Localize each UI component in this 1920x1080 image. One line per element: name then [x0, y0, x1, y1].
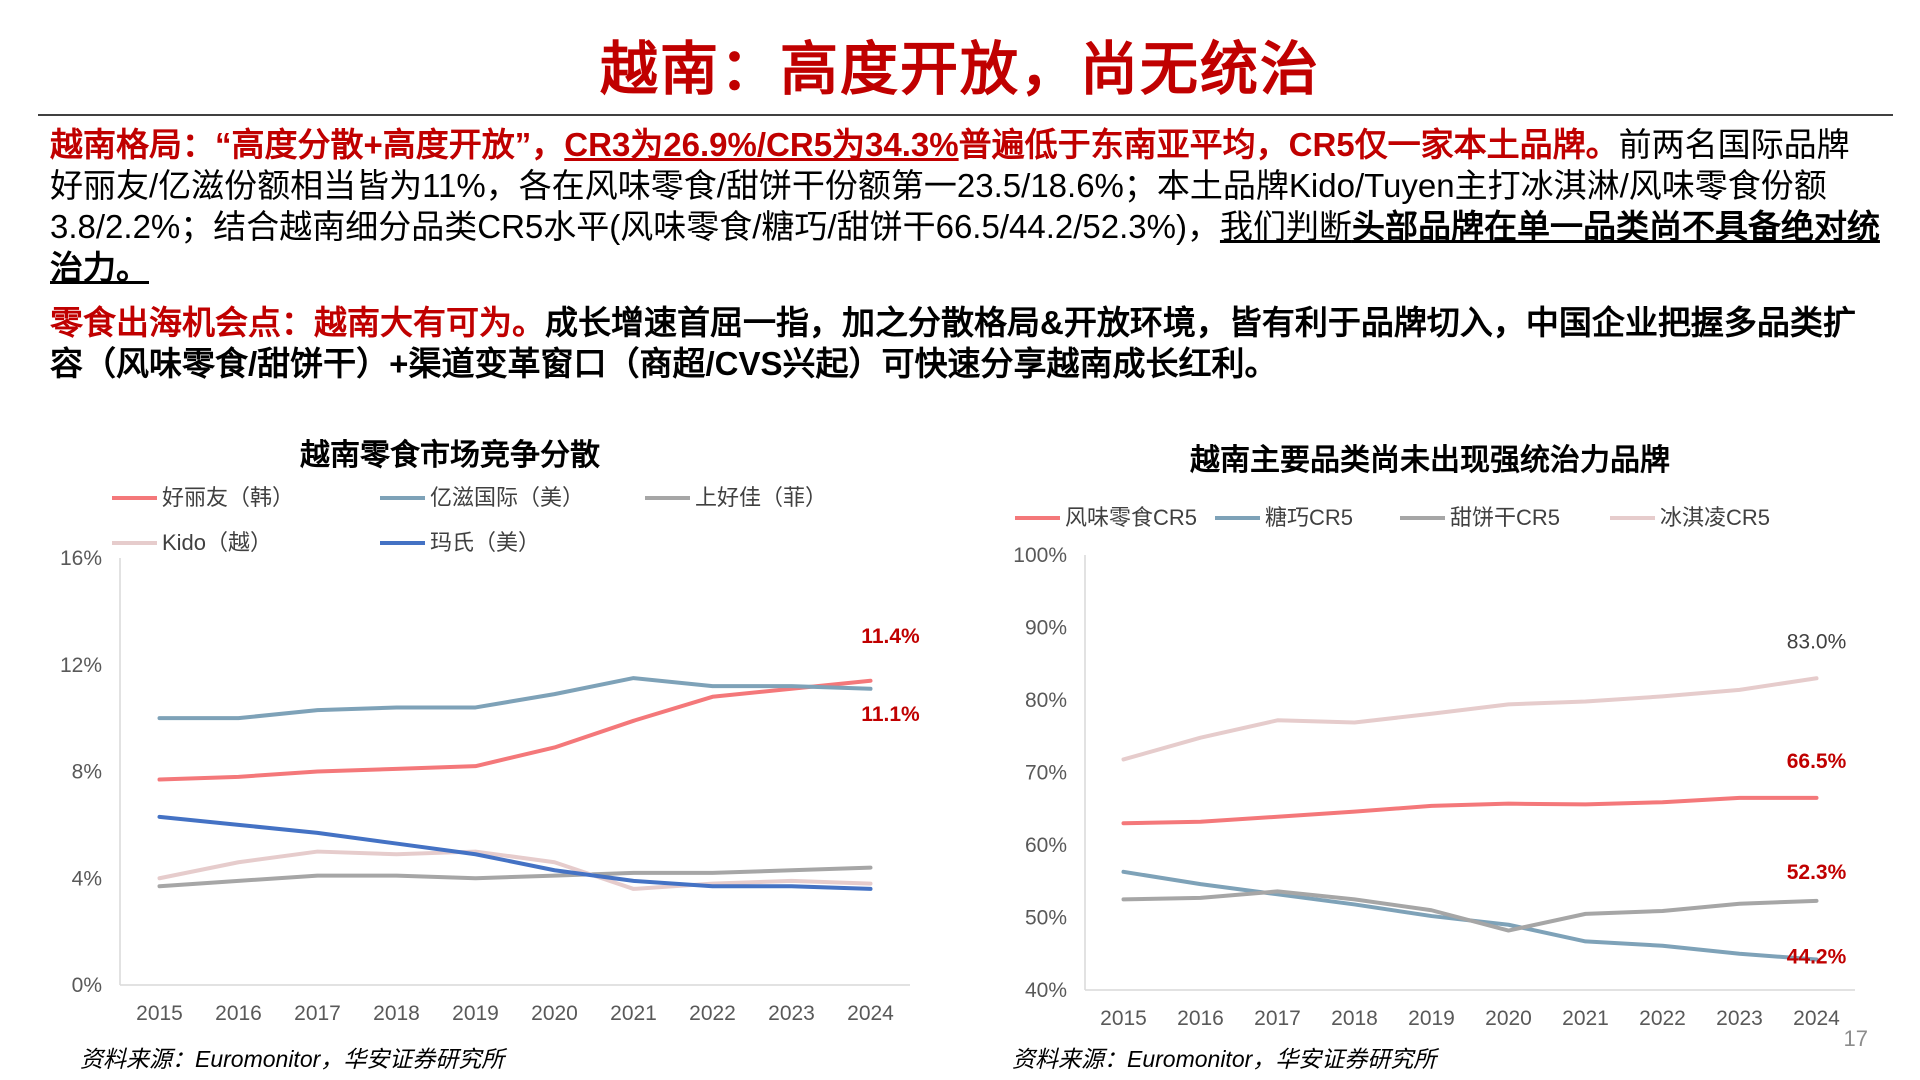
x-tick-label: 2017	[1254, 1007, 1301, 1030]
x-tick-label: 2022	[689, 1002, 736, 1025]
slide-title: 越南：高度开放，尚无统治	[599, 37, 1320, 102]
data-label: 44.2%	[1787, 946, 1847, 969]
x-tick-label: 2024	[1793, 1007, 1840, 1030]
x-tick-label: 2016	[215, 1002, 262, 1025]
x-tick-label: 2024	[847, 1002, 894, 1025]
y-tick-label: 50%	[1025, 907, 1067, 930]
x-tick-label: 2020	[1485, 1007, 1532, 1030]
series-line	[157, 814, 873, 891]
x-tick-label: 2021	[610, 1002, 657, 1025]
data-label: 52.3%	[1787, 861, 1847, 884]
chart-title: 越南主要品类尚未出现强统治力品牌	[1190, 443, 1670, 477]
page-number: 17	[1843, 1026, 1868, 1051]
opportunity-lead: 零食出海机会点：越南大有可为。	[50, 304, 545, 341]
x-tick-label: 2021	[1562, 1007, 1609, 1030]
data-label: 66.5%	[1787, 750, 1847, 773]
x-tick-label: 2020	[531, 1002, 578, 1025]
series-line	[1121, 676, 1819, 762]
chart-left-competition: 越南零食市场竞争分散 好丽友（韩） 亿滋国际（美） 上好佳（菲） Kido（越） 玛氏（美…	[40, 430, 940, 1030]
x-tick-label: 2022	[1639, 1007, 1686, 1030]
x-tick-label: 2016	[1177, 1007, 1224, 1030]
x-tick-label: 2017	[294, 1002, 341, 1025]
paragraph-opportunity: 零食出海机会点：越南大有可为。成长增速首屈一指，加之分散格局&开放环境，皆有利于…	[50, 302, 1880, 384]
series-line	[157, 849, 873, 891]
legend-entry: 冰淇凌CR5	[1660, 505, 1770, 530]
judgement-conclusion: 头部品牌在单一品类尚不具备绝对统治力。	[50, 208, 1880, 286]
market-structure-detail: 前两名国际品牌好丽友/亿滋份额相当皆为11%，各在风味零食/甜饼干份额第一23.…	[50, 126, 1850, 245]
x-tick-label: 2018	[373, 1002, 420, 1025]
legend-entry: 上好佳（菲）	[695, 485, 827, 510]
y-tick-label: 70%	[1025, 762, 1067, 785]
source-note-left: 资料来源：Euromonitor，华安证券研究所	[80, 1046, 505, 1072]
cr-ratio-highlight: CR3为26.9%/CR5为34.3%	[564, 126, 959, 163]
x-tick-label: 2018	[1331, 1007, 1378, 1030]
y-tick-label: 100%	[1013, 544, 1067, 567]
legend-entry: 甜饼干CR5	[1450, 505, 1560, 530]
y-tick-label: 12%	[60, 654, 102, 677]
y-tick-label: 4%	[72, 867, 102, 890]
series-line	[1121, 869, 1819, 962]
x-tick-label: 2023	[768, 1002, 815, 1025]
chart-right-category-cr5: 越南主要品类尚未出现强统治力品牌风味零食CR5 糖巧CR5 甜饼干CR5 冰淇凌CR5…	[980, 430, 1880, 1030]
title-divider	[38, 114, 1893, 116]
y-tick-label: 90%	[1025, 617, 1067, 640]
series-line	[157, 676, 873, 721]
legend-entry: Kido（越）	[162, 530, 272, 555]
series-line	[157, 678, 873, 782]
series-line	[157, 865, 873, 889]
source-note-right: 资料来源：Euromonitor，华安证券研究所	[1012, 1046, 1437, 1072]
y-tick-label: 16%	[60, 547, 102, 570]
data-label: 11.4%	[861, 625, 920, 648]
y-tick-label: 8%	[72, 761, 102, 784]
legend-entry: 好丽友（韩）	[162, 485, 294, 510]
legend-entry: 亿滋国际（美）	[430, 485, 584, 510]
judgement-prefix: 我们判断	[1219, 208, 1352, 245]
data-label: 83.0%	[1787, 630, 1847, 653]
y-tick-label: 60%	[1025, 834, 1067, 857]
series-line	[1121, 889, 1819, 933]
cr-ratio-comment: 普遍低于东南亚平均，CR5仅一家本土品牌。	[958, 126, 1619, 163]
chart-title: 越南零食市场竞争分散	[300, 438, 600, 472]
legend-entry: 糖巧CR5	[1265, 505, 1353, 530]
paragraph-market-structure: 越南格局：“高度分散+高度开放”，CR3为26.9%/CR5为34.3%普遍低于…	[50, 124, 1880, 288]
y-tick-label: 40%	[1025, 979, 1067, 1002]
x-tick-label: 2015	[1100, 1007, 1147, 1030]
x-tick-label: 2015	[136, 1002, 183, 1025]
summary-text: 越南格局：“高度分散+高度开放”，CR3为26.9%/CR5为34.3%普遍低于…	[50, 124, 1880, 384]
series-line	[1121, 795, 1819, 826]
market-structure-lead: 越南格局：“高度分散+高度开放”，	[50, 126, 565, 163]
x-tick-label: 2019	[1408, 1007, 1455, 1030]
y-tick-label: 0%	[72, 974, 102, 997]
x-tick-label: 2023	[1716, 1007, 1763, 1030]
opportunity-detail: 成长增速首屈一指，加之分散格局&开放环境，皆有利于品牌切入，中国企业把握多品类扩…	[50, 304, 1856, 382]
legend-entry: 风味零食CR5	[1065, 505, 1197, 530]
y-tick-label: 80%	[1025, 689, 1067, 712]
legend-entry: 玛氏（美）	[430, 530, 540, 555]
data-label: 11.1%	[861, 703, 920, 726]
x-tick-label: 2019	[452, 1002, 499, 1025]
